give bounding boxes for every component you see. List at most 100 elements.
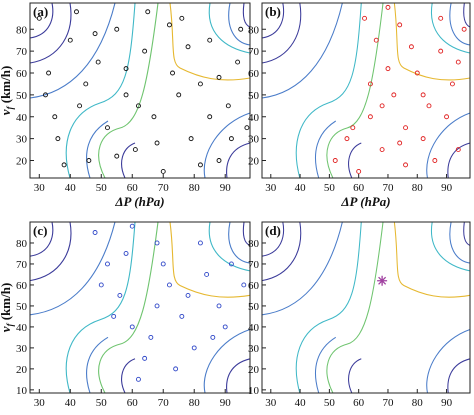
point <box>123 251 129 256</box>
point <box>420 136 426 142</box>
y-tick-label: 60 <box>248 280 260 292</box>
y-label-unit: (km/h) <box>0 283 13 324</box>
point <box>379 103 385 109</box>
point <box>367 81 373 87</box>
point <box>449 81 455 87</box>
point <box>145 9 151 15</box>
y-tick-label: 50 <box>16 90 28 102</box>
y-tick-label: 60 <box>16 68 28 80</box>
point <box>179 15 185 21</box>
point <box>403 125 408 131</box>
point <box>160 168 166 174</box>
y-tick-label: 40 <box>248 112 260 124</box>
point <box>154 140 160 146</box>
point <box>444 114 450 120</box>
point <box>92 31 98 37</box>
point <box>98 282 104 288</box>
plot-frame <box>29 2 251 179</box>
point <box>166 22 172 28</box>
point <box>105 125 110 131</box>
y-label-sub: f <box>5 323 15 327</box>
y-label-main: v <box>0 109 13 115</box>
y-tick-label: 80 <box>16 24 28 36</box>
point <box>455 147 461 153</box>
contours <box>29 221 251 394</box>
x-tick-label: 30 <box>265 397 277 409</box>
point <box>391 92 397 98</box>
point <box>332 158 338 163</box>
plot-frame <box>261 2 471 179</box>
x-tick-label: 40 <box>295 182 307 194</box>
y-tick-label: 80 <box>248 238 260 250</box>
point <box>67 37 73 43</box>
point <box>344 136 350 142</box>
point <box>222 324 228 330</box>
x-tick-label: 80 <box>189 397 201 409</box>
point <box>170 70 175 76</box>
plot-frame <box>29 221 251 394</box>
x-axis-label: ΔP (hPa) <box>340 194 390 209</box>
point <box>92 230 98 235</box>
point <box>216 158 222 163</box>
x-tick-label: 60 <box>353 397 365 409</box>
x-tick-label: 70 <box>158 397 170 409</box>
y-tick-label: 30 <box>248 134 260 146</box>
point <box>136 103 141 109</box>
x-tick-label: 90 <box>220 182 232 194</box>
point <box>403 162 408 168</box>
y-tick-label: 80 <box>248 24 260 36</box>
y-tick-label: 20 <box>16 364 28 376</box>
point <box>397 22 403 28</box>
point <box>132 147 138 153</box>
contours <box>261 2 471 179</box>
point <box>210 334 216 340</box>
x-tick-label: 50 <box>324 182 336 194</box>
panel: 30 40 50 60 70 80 90 20 30 40 50 60 70 80 (b) ΔP (hPa) <box>248 2 471 209</box>
point <box>142 48 148 54</box>
point <box>117 292 123 298</box>
point <box>207 114 213 120</box>
point <box>241 282 247 288</box>
y-tick-label: 40 <box>16 112 28 124</box>
point <box>367 114 373 120</box>
y-tick-label: 10 <box>16 385 28 397</box>
point <box>455 59 461 65</box>
point <box>207 37 213 43</box>
point <box>373 37 379 43</box>
point <box>438 15 444 21</box>
y-tick-label: 30 <box>248 343 260 355</box>
point <box>95 59 101 65</box>
point <box>216 74 222 80</box>
point <box>176 92 182 98</box>
x-tick-label: 80 <box>412 182 424 194</box>
point <box>114 153 120 159</box>
y-label-main: v <box>0 326 13 332</box>
point <box>432 158 438 163</box>
x-tick-label: 60 <box>127 182 139 194</box>
x-tick-label: 60 <box>353 182 365 194</box>
point <box>216 303 222 309</box>
point <box>166 282 172 288</box>
point <box>129 223 135 229</box>
y-tick-label: 30 <box>16 134 28 146</box>
x-tick-label: 80 <box>412 397 424 409</box>
y-tick-label: 50 <box>248 90 260 102</box>
point <box>362 15 367 21</box>
x-tick-label: 90 <box>441 397 453 409</box>
point <box>185 292 191 298</box>
point <box>173 366 179 372</box>
point <box>197 240 203 246</box>
point <box>154 240 160 246</box>
point <box>228 261 234 267</box>
x-tick-label: 70 <box>382 182 394 194</box>
y-tick-label: 70 <box>248 259 260 271</box>
point <box>397 140 403 146</box>
panel-label: (b) <box>265 4 281 19</box>
point <box>105 261 110 267</box>
point <box>86 158 92 163</box>
x-tick-label: 40 <box>295 397 307 409</box>
x-tick-label: 40 <box>65 397 77 409</box>
point <box>188 136 194 142</box>
y-tick-label: 20 <box>248 156 260 168</box>
